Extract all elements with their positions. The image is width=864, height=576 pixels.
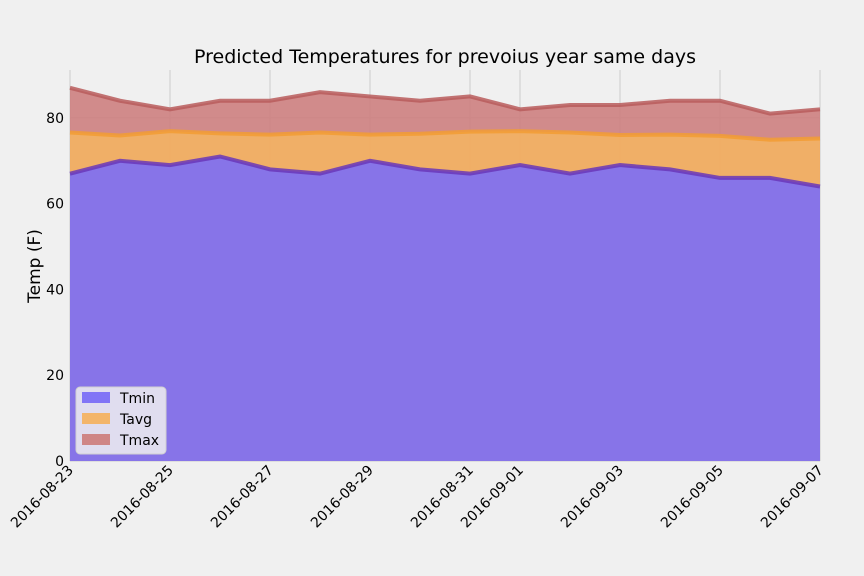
- line-tavg: [69, 129, 821, 142]
- legend: Tmin Tavg Tmax: [75, 386, 167, 455]
- x-tick-label: 2016-08-29: [308, 463, 377, 532]
- x-tick-label: 2016-08-27: [208, 463, 277, 532]
- x-tick-label: 2016-09-03: [558, 463, 627, 532]
- x-tick-label: 2016-09-05: [658, 463, 727, 532]
- y-tick-label: 0: [55, 454, 64, 470]
- legend-swatch-tmax: [82, 434, 110, 445]
- legend-swatch-tmin: [82, 392, 110, 403]
- area-tmin: [70, 156, 820, 461]
- legend-label-tmin: Tmin: [119, 391, 155, 407]
- y-tick-label: 80: [46, 111, 64, 127]
- x-tick-label: 2016-08-25: [108, 463, 177, 532]
- y-axis-label: Temp (F): [25, 229, 45, 304]
- line-tmax: [69, 85, 821, 116]
- y-tick-label: 40: [46, 282, 64, 298]
- chart-title: Predicted Temperatures for prevoius year…: [194, 46, 696, 68]
- y-tick-label: 20: [46, 368, 64, 384]
- y-tick-label: 60: [46, 197, 64, 213]
- legend-swatch-tavg: [82, 413, 110, 424]
- line-tmin: [69, 154, 821, 189]
- plot-area: 0 20 40 60 80 2016-08-23 2016-08-25 2016-08-27 2…: [8, 70, 827, 531]
- x-tick-label: 2016-09-07: [758, 463, 827, 532]
- legend-label-tmax: Tmax: [119, 433, 159, 449]
- legend-label-tavg: Tavg: [119, 412, 152, 428]
- x-tick-label: 2016-08-23: [8, 463, 77, 532]
